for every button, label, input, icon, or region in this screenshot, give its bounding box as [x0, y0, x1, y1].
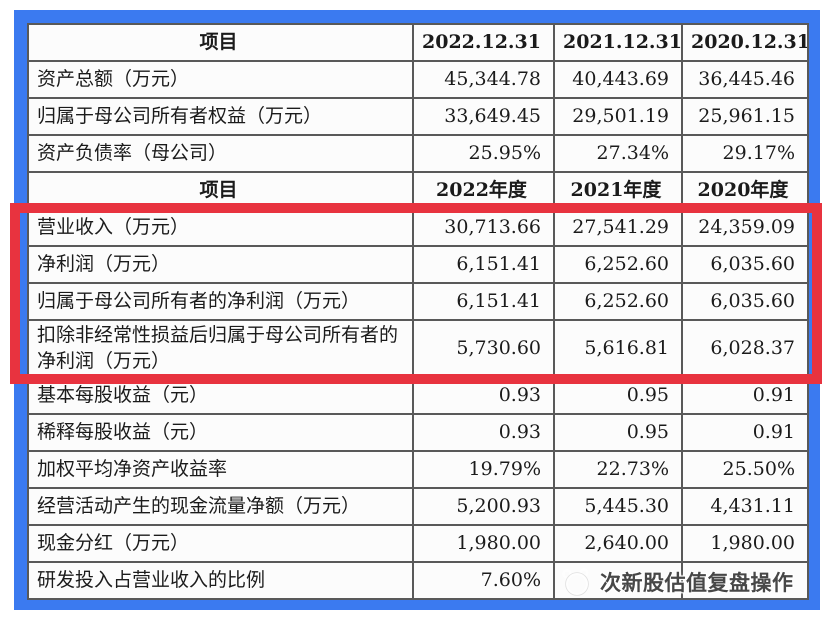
value-cell: 25.50% [681, 450, 809, 490]
value-cell: 0.93 [412, 413, 555, 453]
value-cell: 27,541.29 [553, 208, 683, 247]
table-row-weighted-roe: 加权平均净资产收益率 19.79% 22.73% 25.50% [27, 450, 809, 490]
value-cell: 25,961.15 [681, 97, 809, 136]
value-cell: 5,616.81 [553, 318, 683, 379]
row-label-cell: 归属于母公司所有者的净利润（万元） [27, 282, 414, 321]
value-cell: 6,035.60 [681, 245, 809, 284]
table-row-basic-eps: 基本每股收益（元） 0.93 0.95 0.91 [27, 376, 809, 416]
value-cell: 5,445.30 [553, 487, 683, 527]
column-header-year-2020: 2020年度 [681, 171, 809, 210]
value-cell: 4,431.11 [681, 487, 809, 527]
row-label-cell: 现金分红（万元） [27, 524, 414, 564]
value-cell: 6,252.60 [553, 282, 683, 321]
table-row-rd-ratio: 研发投入占营业收入的比例 7.60% [27, 561, 809, 601]
value-cell: 19.79% [412, 450, 555, 490]
value-cell: 33,649.45 [412, 97, 555, 136]
value-cell: 24,359.09 [681, 208, 809, 247]
value-cell: 29.17% [681, 134, 809, 173]
value-cell: 5,730.60 [412, 318, 555, 379]
value-cell: 30,713.66 [412, 208, 555, 247]
row-label-cell: 资产总额（万元） [27, 60, 414, 99]
value-cell: 27.34% [553, 134, 683, 173]
value-cell: 6,151.41 [412, 245, 555, 284]
row-label-cell: 归属于母公司所有者权益（万元） [27, 97, 414, 136]
value-cell: 5,200.93 [412, 487, 555, 527]
table-row-revenue: 营业收入（万元） 30,713.66 27,541.29 24,359.09 [27, 208, 809, 247]
value-cell: 6,151.41 [412, 282, 555, 321]
column-header-item: 项目 [27, 23, 414, 62]
value-cell: 45,344.78 [412, 60, 555, 99]
value-cell: 0.95 [553, 413, 683, 453]
value-cell: 29,501.19 [553, 97, 683, 136]
value-cell: 6,028.37 [681, 318, 809, 379]
row-label-cell: 稀释每股收益（元） [27, 413, 414, 453]
value-cell: 1,980.00 [412, 524, 555, 564]
value-cell: 2,640.00 [553, 524, 683, 564]
row-label-cell: 研发投入占营业收入的比例 [27, 561, 414, 601]
value-cell: 6,252.60 [553, 245, 683, 284]
value-cell: 40,443.69 [553, 60, 683, 99]
table-header-row: 项目 2022.12.31 2021.12.31 2020.12.31 [27, 23, 809, 62]
value-cell: 25.95% [412, 134, 555, 173]
column-header-date-2022: 2022.12.31 [412, 23, 555, 62]
table-row-total-assets: 资产总额（万元） 45,344.78 40,443.69 36,445.46 [27, 60, 809, 99]
value-cell: 0.93 [412, 376, 555, 416]
row-label-cell: 基本每股收益（元） [27, 376, 414, 416]
table-row-net-profit: 净利润（万元） 6,151.41 6,252.60 6,035.60 [27, 245, 809, 284]
table-header-row-annual: 项目 2022年度 2021年度 2020年度 [27, 171, 809, 210]
row-label-cell: 资产负债率（母公司） [27, 134, 414, 173]
value-cell: 0.91 [681, 376, 809, 416]
column-header-item: 项目 [27, 171, 414, 210]
value-cell: 36,445.46 [681, 60, 809, 99]
table-row-deducted-net-profit: 扣除非经常性损益后归属于母公司所有者的净利润（万元） 5,730.60 5,61… [27, 318, 809, 379]
value-cell: 22.73% [553, 450, 683, 490]
table-row-cash-dividend: 现金分红（万元） 1,980.00 2,640.00 1,980.00 [27, 524, 809, 564]
column-header-year-2022: 2022年度 [412, 171, 555, 210]
table-row-parent-net-profit: 归属于母公司所有者的净利润（万元） 6,151.41 6,252.60 6,03… [27, 282, 809, 321]
column-header-year-2021: 2021年度 [553, 171, 683, 210]
financial-summary-table: 项目 2022.12.31 2021.12.31 2020.12.31 资产总额… [27, 23, 809, 601]
value-cell: 0.91 [681, 413, 809, 453]
value-cell: 6,035.60 [681, 282, 809, 321]
table-row-operating-cashflow: 经营活动产生的现金流量净额（万元） 5,200.93 5,445.30 4,43… [27, 487, 809, 527]
blue-annotation-frame: 项目 2022.12.31 2021.12.31 2020.12.31 资产总额… [14, 10, 820, 610]
value-cell: 0.95 [553, 376, 683, 416]
value-cell: 7.60% [412, 561, 555, 601]
table-row-parent-equity: 归属于母公司所有者权益（万元） 33,649.45 29,501.19 25,9… [27, 97, 809, 136]
row-label-cell: 经营活动产生的现金流量净额（万元） [27, 487, 414, 527]
row-label-cell: 净利润（万元） [27, 245, 414, 284]
value-cell [681, 561, 809, 601]
table-row-debt-ratio: 资产负债率（母公司） 25.95% 27.34% 29.17% [27, 134, 809, 173]
row-label-cell: 营业收入（万元） [27, 208, 414, 247]
value-cell: 1,980.00 [681, 524, 809, 564]
row-label-cell: 加权平均净资产收益率 [27, 450, 414, 490]
value-cell [553, 561, 683, 601]
column-header-date-2020: 2020.12.31 [681, 23, 809, 62]
row-label-cell: 扣除非经常性损益后归属于母公司所有者的净利润（万元） [27, 318, 414, 379]
column-header-date-2021: 2021.12.31 [553, 23, 683, 62]
table-row-diluted-eps: 稀释每股收益（元） 0.93 0.95 0.91 [27, 413, 809, 453]
